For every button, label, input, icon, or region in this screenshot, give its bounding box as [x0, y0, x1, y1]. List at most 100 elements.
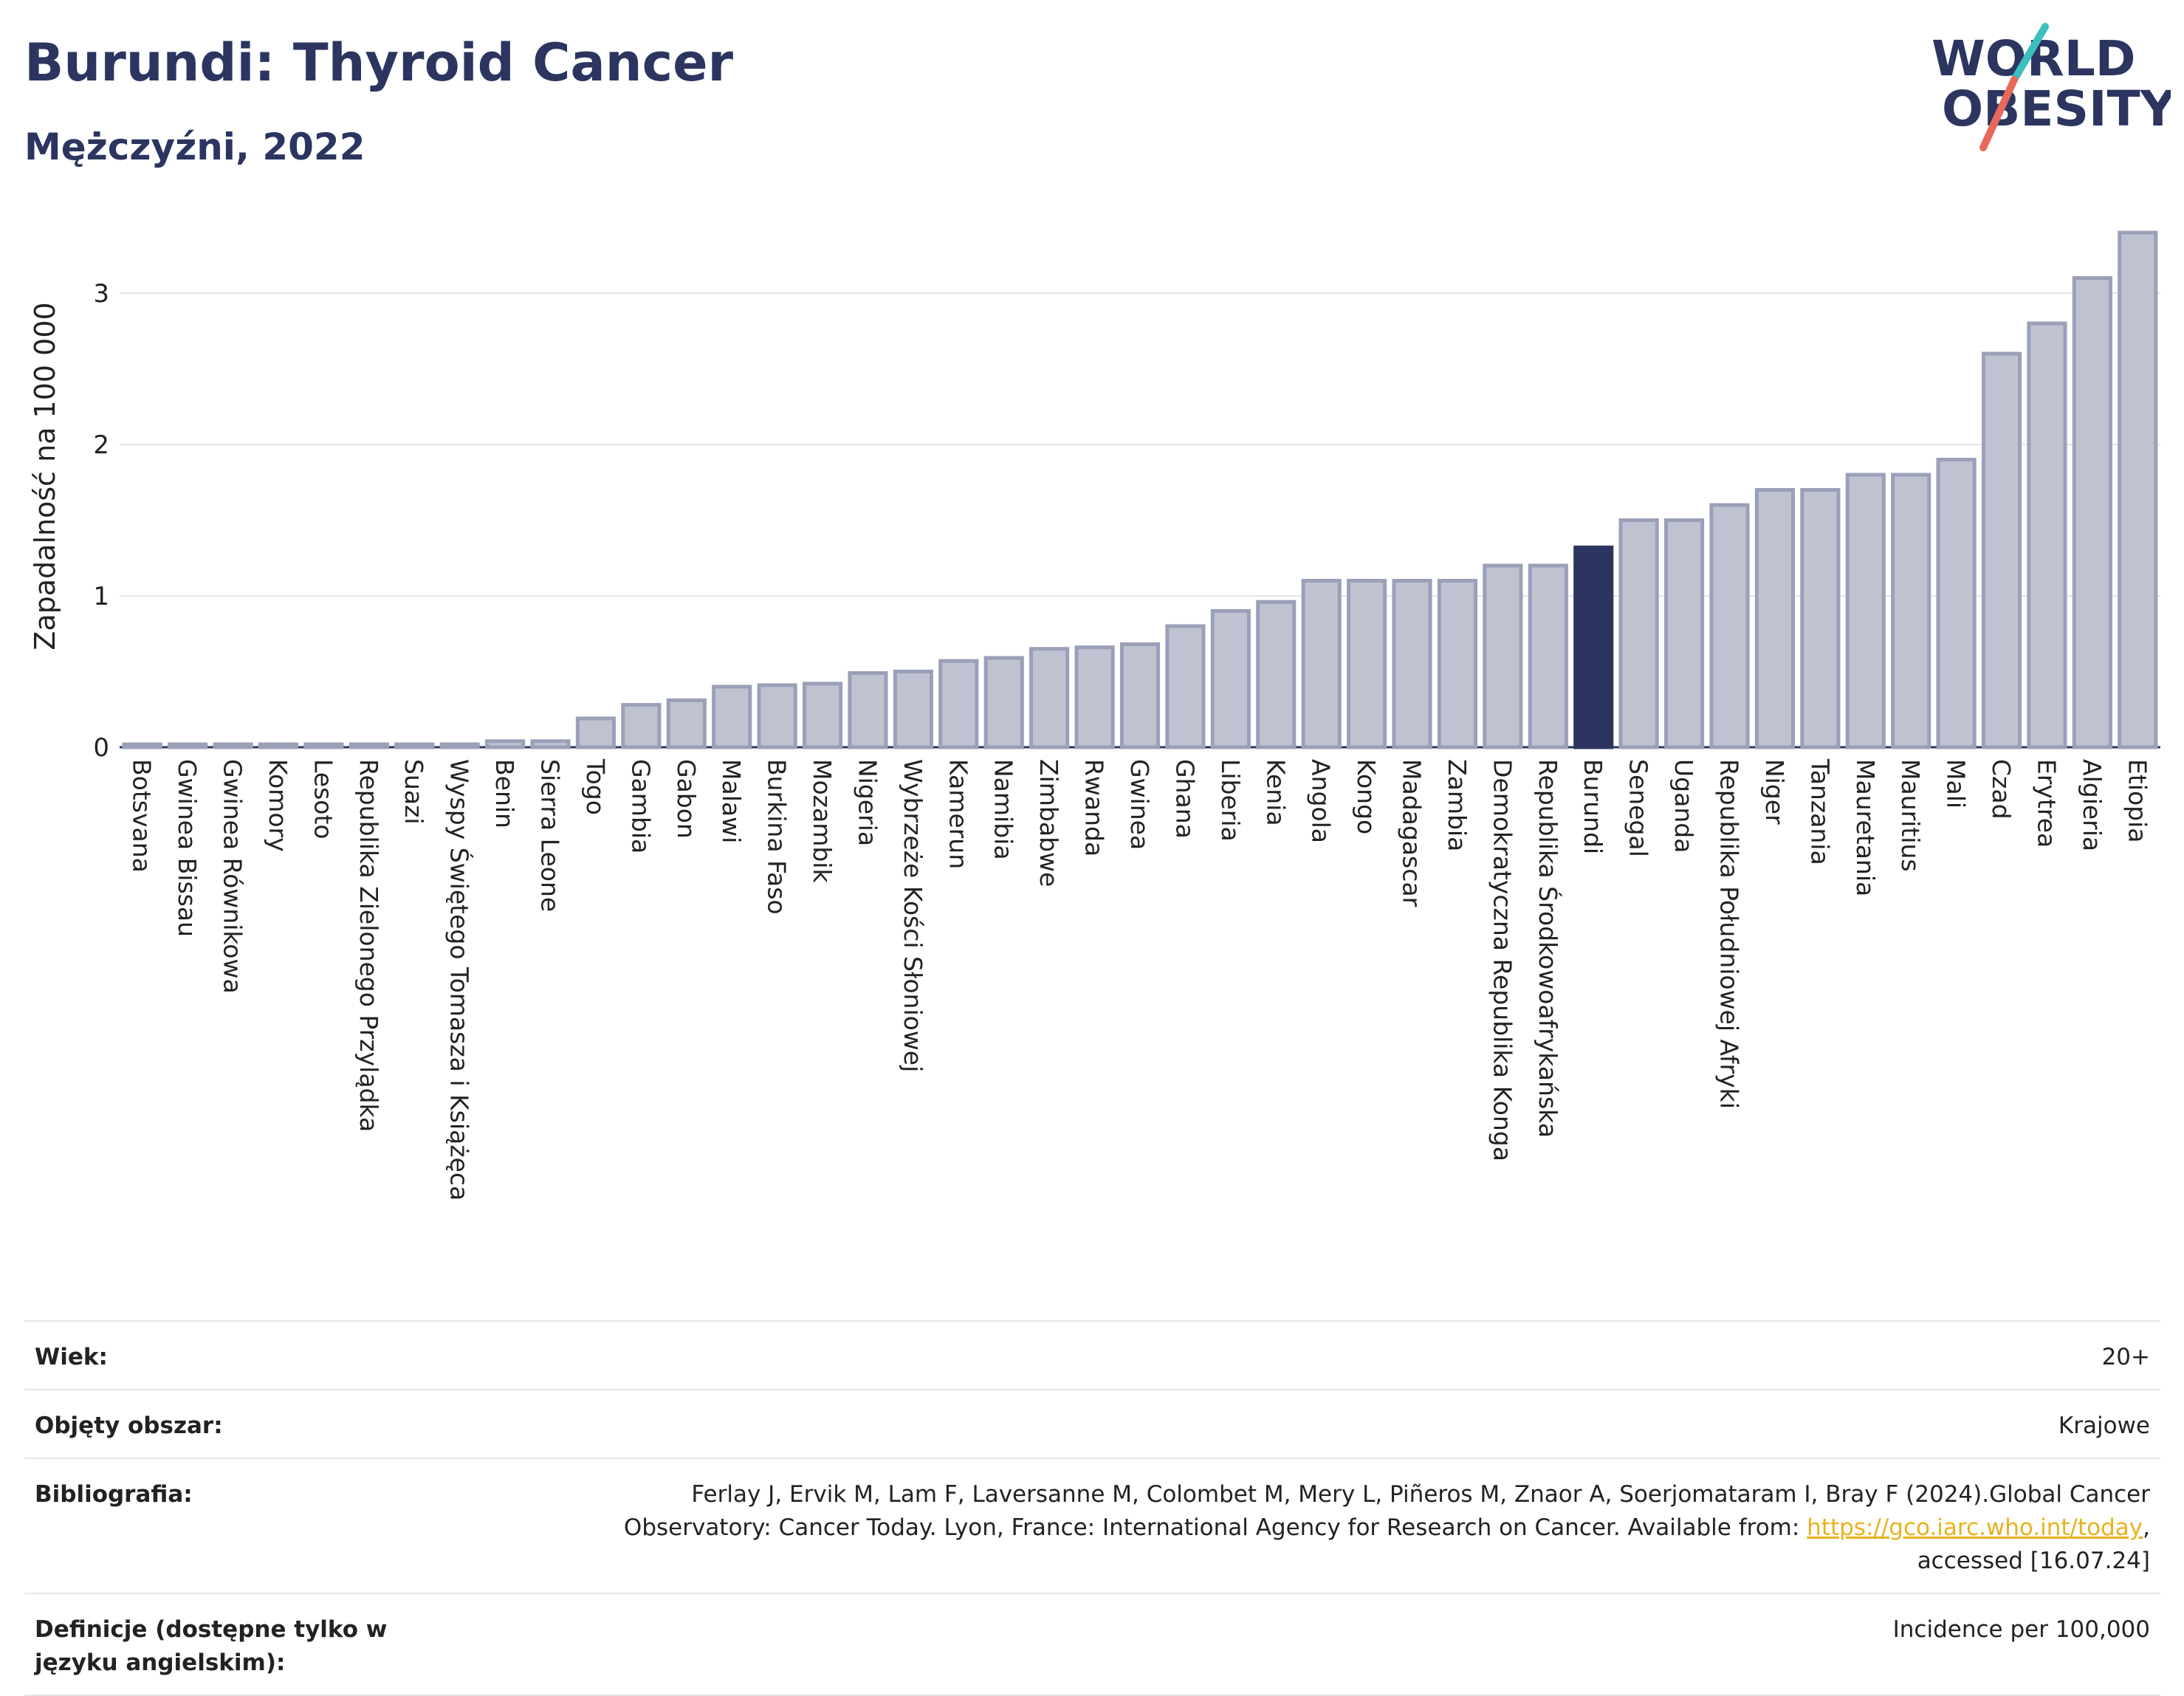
x-tick-label: Demokratyczna Republika Konga [1488, 759, 1517, 1161]
x-tick-label: Republika Zielonego Przylądka [354, 759, 383, 1132]
meta-label: Definicje (dostępne tylko w języku angie… [24, 1593, 488, 1696]
y-tick-label: 3 [93, 279, 109, 309]
bar [122, 742, 162, 749]
bar [1256, 600, 1297, 749]
bar [666, 698, 707, 749]
bar [2027, 321, 2067, 749]
bar [802, 682, 843, 749]
bar [1301, 579, 1342, 749]
x-tick-label: Benin [490, 759, 519, 828]
x-tick-label: Angola [1307, 759, 1336, 843]
bar [1483, 563, 1523, 749]
bar [1029, 647, 1070, 749]
meta-row-area: Objęty obszar: Krajowe [24, 1389, 2160, 1459]
x-tick-label: Mozambik [808, 759, 837, 883]
x-tick-label: Kenia [1261, 759, 1290, 826]
bar [1618, 518, 1659, 749]
x-tick-label: Republika Środkowoafrykańska [1534, 759, 1563, 1138]
bar [1981, 351, 2022, 749]
bar [168, 742, 208, 749]
x-tick-label: Etiopia [2123, 759, 2152, 843]
bar [575, 716, 617, 749]
bar [1210, 609, 1251, 749]
meta-label: Bibliografia: [24, 1458, 488, 1594]
x-tick-label: Lesoto [309, 759, 337, 840]
x-tick-label: Gwinea [1125, 759, 1154, 850]
x-tick-label: Burundi [1579, 759, 1607, 854]
x-tick-label: Czad [1987, 759, 2016, 820]
bibliography-link[interactable]: https://gco.iarc.who.int/today [1807, 1514, 2143, 1541]
bar [1663, 518, 1705, 749]
x-tick-label: Wyspy Świętego Tomasza i Książęca [445, 759, 475, 1201]
x-tick-label: Liberia [1216, 759, 1245, 842]
x-tick-label: Uganda [1669, 759, 1698, 853]
x-tick-label: Zimbabwe [1034, 759, 1063, 887]
x-tick-label: Mauritius [1896, 759, 1925, 872]
logo-slash-teal [2010, 23, 2049, 83]
x-tick-labels: Botsvana Gwinea Bissau Gwinea Równikowa Kom… [128, 758, 2152, 1201]
bar [439, 742, 480, 749]
x-tick-label: Rwanda [1080, 759, 1109, 856]
bar [1165, 624, 1206, 749]
x-tick-label: Republika Południowej Afryki [1714, 759, 1743, 1109]
x-tick-label: Kamerun [944, 759, 972, 869]
x-tick-label: Mali [1942, 759, 1971, 808]
meta-label: Wiek: [24, 1320, 488, 1390]
x-tick-label: Gwinea Bissau [173, 759, 202, 937]
y-tick-label: 1 [93, 582, 109, 611]
bar [303, 742, 344, 749]
world-obesity-logo: WORLD OBESITY [1931, 23, 2171, 151]
x-tick-label: Gabon [672, 759, 701, 839]
bibliography-line2: Observatory: Cancer Today. Lyon, France:… [623, 1514, 1807, 1541]
bibliography-line3: accessed [16.07.24] [1917, 1547, 2150, 1574]
x-tick-label: Wybrzeże Kości Słoniowej [899, 759, 927, 1072]
bar [1119, 642, 1161, 749]
bars [122, 230, 2158, 749]
logo-slash-coral [1979, 76, 2018, 151]
bar [938, 659, 979, 749]
x-tick-label: Erytrea [2032, 759, 2061, 848]
y-axis-label: Zapadalność na 100 000 [29, 302, 61, 650]
bar [621, 703, 662, 749]
bar [1347, 579, 1387, 749]
bar-highlighted [1573, 545, 1614, 749]
x-tick-label: Suazi [399, 759, 428, 825]
x-tick-label: Niger [1760, 759, 1789, 825]
page-title: Burundi: Thyroid Cancer [24, 32, 734, 93]
bar [485, 739, 526, 749]
meta-value: Ferlay J, Ervik M, Lam F, Laversanne M, … [488, 1458, 2160, 1594]
bar [1891, 473, 1931, 749]
meta-row-definitions: Definicje (dostępne tylko w języku angie… [24, 1593, 2160, 1696]
bar [1709, 503, 1750, 749]
x-tick-label: Mauretania [1851, 759, 1880, 896]
y-tick-label: 2 [93, 430, 109, 460]
bar [757, 683, 797, 749]
bar [1437, 579, 1478, 749]
x-tick-label: Malawi [717, 759, 746, 843]
bar [1800, 488, 1841, 749]
x-tick-label: Gambia [626, 759, 655, 854]
x-tick-label: Algieria [2078, 759, 2106, 851]
x-tick-label: Gwinea Równikowa [219, 759, 247, 994]
bar [1754, 488, 1795, 749]
x-tick-label: Zambia [1443, 759, 1472, 851]
bar-chart: 0 1 2 3 Botsvana Gwinea Bissau Gwinea Równiko… [29, 230, 2160, 1201]
meta-value: 20+ [488, 1320, 2160, 1390]
bar [394, 742, 435, 749]
logo-line2: OBESITY [1942, 80, 2171, 137]
page-subtitle: Mężczyźni, 2022 [24, 126, 365, 168]
x-tick-label: Senegal [1624, 759, 1653, 857]
x-tick-label: Tanzania [1805, 758, 1834, 865]
x-tick-label: Ghana [1170, 759, 1199, 839]
x-tick-label: Nigeria [853, 759, 882, 846]
x-tick-label: Madagascar [1398, 759, 1426, 907]
bar [530, 739, 571, 749]
meta-value: Incidence per 100,000 [488, 1593, 2160, 1696]
x-tick-label: Togo [581, 758, 610, 815]
bar [1392, 579, 1432, 749]
bar [712, 684, 752, 749]
x-tick-label: Botsvana [128, 759, 157, 873]
bar [893, 670, 933, 749]
bar [848, 671, 888, 749]
meta-value: Krajowe [488, 1389, 2160, 1459]
